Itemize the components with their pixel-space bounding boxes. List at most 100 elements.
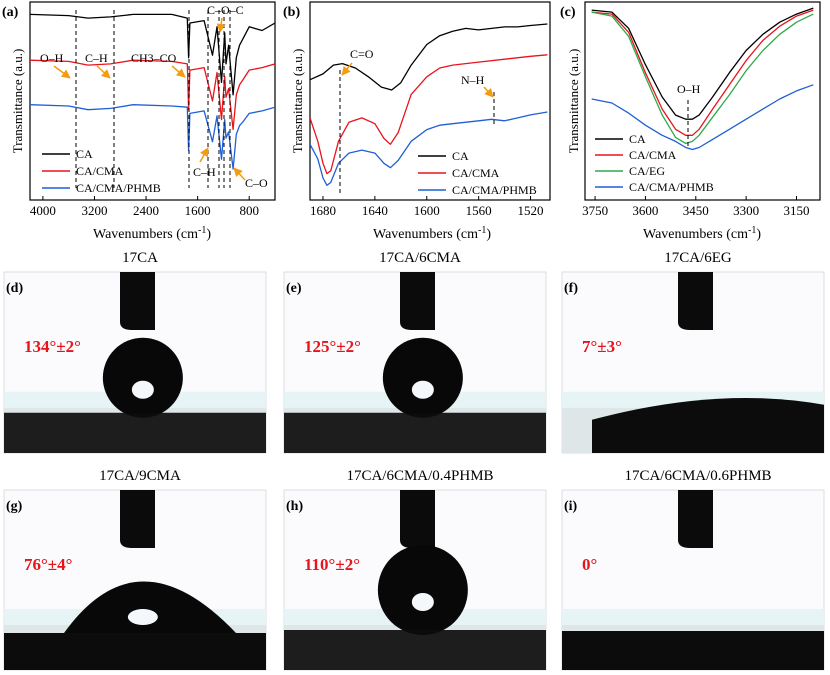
photo-panel: 17CA/9CMA (g) 76°±4° xyxy=(3,468,267,671)
xtick-label: 1680 xyxy=(310,203,336,218)
xtick-label: 4000 xyxy=(30,203,56,218)
contact-angle-value: 7°±3° xyxy=(582,337,622,356)
anno-coc: C–O–C xyxy=(207,3,244,17)
needle xyxy=(400,272,435,330)
panel-c-xticks: 3750 3600 3450 3300 3150 xyxy=(582,196,810,218)
xtick-label: 1520 xyxy=(518,203,544,218)
photo-letter: (h) xyxy=(286,499,303,514)
photo-panel: 17CA/6CMA (e) 125°±2° xyxy=(283,250,547,454)
panel-b-frame xyxy=(309,1,551,201)
series-ca-eg-line xyxy=(591,11,814,145)
legend-label: CA/CMA xyxy=(629,148,677,162)
xtick-label: 3750 xyxy=(582,203,608,218)
anno-co-b: C=O xyxy=(350,47,374,61)
panel-c-ylabel: Transmittance (a.u.) xyxy=(566,49,581,154)
series-ca-line xyxy=(310,23,548,91)
xtick-label: 3450 xyxy=(683,203,709,218)
panel-a-xticks: 4000 3200 2400 1600 800 xyxy=(30,196,259,218)
anno-ch-arrow xyxy=(96,65,111,79)
anno-ch3co-arrow xyxy=(171,65,186,78)
panel-b-letter: (b) xyxy=(283,5,300,20)
anno-ch2-arrow xyxy=(199,147,209,163)
legend-label: CA xyxy=(629,132,646,146)
series-ca-cma-line xyxy=(591,9,814,136)
series-ca-cma-phmb-line xyxy=(30,104,275,170)
anno-ch: C–H xyxy=(85,51,108,65)
panel-b-legend: CA CA/CMA CA/CMA/PHMB xyxy=(418,149,537,197)
contact-angle-photos: 17CA (d) 134°±2° 17CA/6CMA (e) 125°±2° 17CA/6E… xyxy=(3,250,825,671)
photo-letter: (e) xyxy=(286,281,302,296)
substrate-edge xyxy=(4,633,266,670)
substrate-edge xyxy=(284,630,546,670)
droplet-spread xyxy=(592,397,824,453)
photo-letter: (f) xyxy=(564,281,578,296)
anno-nh-arrow xyxy=(483,86,494,98)
xtick-label: 1600 xyxy=(185,203,211,218)
panel-a-legend: CA CA/CMA CA/CMA/PHMB xyxy=(42,147,161,195)
panel-b-series xyxy=(310,23,548,186)
photo-letter: (i) xyxy=(564,499,578,514)
anno-nh: N–H xyxy=(461,73,485,87)
photo-title: 17CA/6CMA/0.4PHMB xyxy=(346,468,493,484)
droplet-highlight xyxy=(131,380,154,399)
substrate-edge xyxy=(284,412,546,453)
photo-panel: 17CA/6CMA/0.4PHMB (h) 110°±2° xyxy=(283,468,547,671)
series-ca-cma-line xyxy=(310,54,548,175)
series-ca-cma-phmb-line xyxy=(591,84,814,151)
panel-c: (c) Transmittance (a.u.) 3750 3600 3450 330… xyxy=(560,1,821,242)
photo-panel: 17CA/6CMA/0.6PHMB (i) 0° xyxy=(561,468,825,671)
panel-a-letter: (a) xyxy=(2,5,19,20)
anno-co-b-arrow xyxy=(341,62,353,76)
photo-letter: (d) xyxy=(6,281,23,296)
anno-co: C–O xyxy=(245,176,268,190)
legend-label: CA/CMA xyxy=(76,164,124,178)
panel-b-xticks: 1680 1640 1600 1560 1520 xyxy=(310,196,544,218)
photo-title: 17CA xyxy=(122,250,158,266)
contact-angle-value: 125°±2° xyxy=(304,337,361,356)
panel-c-frame xyxy=(584,1,821,201)
substrate-edge xyxy=(562,631,824,670)
contact-angle-value: 0° xyxy=(582,555,597,574)
legend-label: CA/CMA/PHMB xyxy=(452,183,537,197)
xtick-label: 3600 xyxy=(632,203,658,218)
photo-panel: 17CA/6EG (f) 7°±3° xyxy=(561,250,825,454)
xtick-label: 1640 xyxy=(362,203,388,218)
droplet xyxy=(64,581,236,633)
panel-a: (a) Transmittance (a.u.) 4000 3200 2400 160… xyxy=(2,1,276,242)
droplet-highlight xyxy=(411,593,434,611)
panel-a-guides xyxy=(75,10,231,188)
xtick-label: 3300 xyxy=(733,203,759,218)
needle xyxy=(120,490,155,548)
photo-letter: (g) xyxy=(6,499,23,514)
legend-label: CA/CMA xyxy=(452,166,500,180)
anno-coc-arrow xyxy=(216,17,226,33)
legend-label: CA xyxy=(452,149,469,163)
anno-co-arrow xyxy=(233,167,246,181)
xtick-label: 800 xyxy=(239,203,259,218)
panel-a-xlabel: Wavenumbers (cm-1) xyxy=(93,225,211,242)
panel-c-legend: CA CA/CMA CA/EG CA/CMA/PHMB xyxy=(595,132,714,194)
contact-angle-value: 134°±2° xyxy=(24,337,81,356)
legend-label: CA/CMA/PHMB xyxy=(629,180,714,194)
panel-b-ylabel: Transmittance (a.u.) xyxy=(290,49,305,154)
xtick-label: 1600 xyxy=(414,203,440,218)
droplet xyxy=(102,337,183,418)
contact-angle-value: 76°±4° xyxy=(24,555,72,574)
legend-label: CA/EG xyxy=(629,164,665,178)
photo-title: 17CA/6EG xyxy=(664,250,732,266)
droplet xyxy=(382,337,463,418)
panel-c-xlabel: Wavenumbers (cm-1) xyxy=(643,225,761,242)
droplet-highlight xyxy=(411,380,434,399)
needle xyxy=(400,490,435,548)
panel-b-xlabel: Wavenumbers (cm-1) xyxy=(373,225,491,242)
anno-ch2: C–H xyxy=(193,165,216,179)
panel-c-series xyxy=(591,7,814,151)
photo-title: 17CA/9CMA xyxy=(99,468,181,484)
droplet-highlight xyxy=(127,609,158,625)
series-ca-cma-phmb-line xyxy=(310,111,548,186)
photo-title: 17CA/6CMA xyxy=(379,250,461,266)
contact-angle-value: 110°±2° xyxy=(304,555,360,574)
photo-title: 17CA/6CMA/0.6PHMB xyxy=(624,468,771,484)
needle xyxy=(678,272,713,330)
